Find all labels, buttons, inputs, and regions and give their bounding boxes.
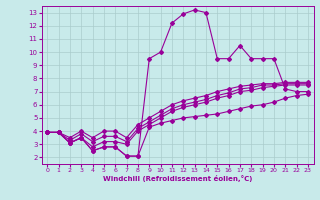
X-axis label: Windchill (Refroidissement éolien,°C): Windchill (Refroidissement éolien,°C) xyxy=(103,175,252,182)
